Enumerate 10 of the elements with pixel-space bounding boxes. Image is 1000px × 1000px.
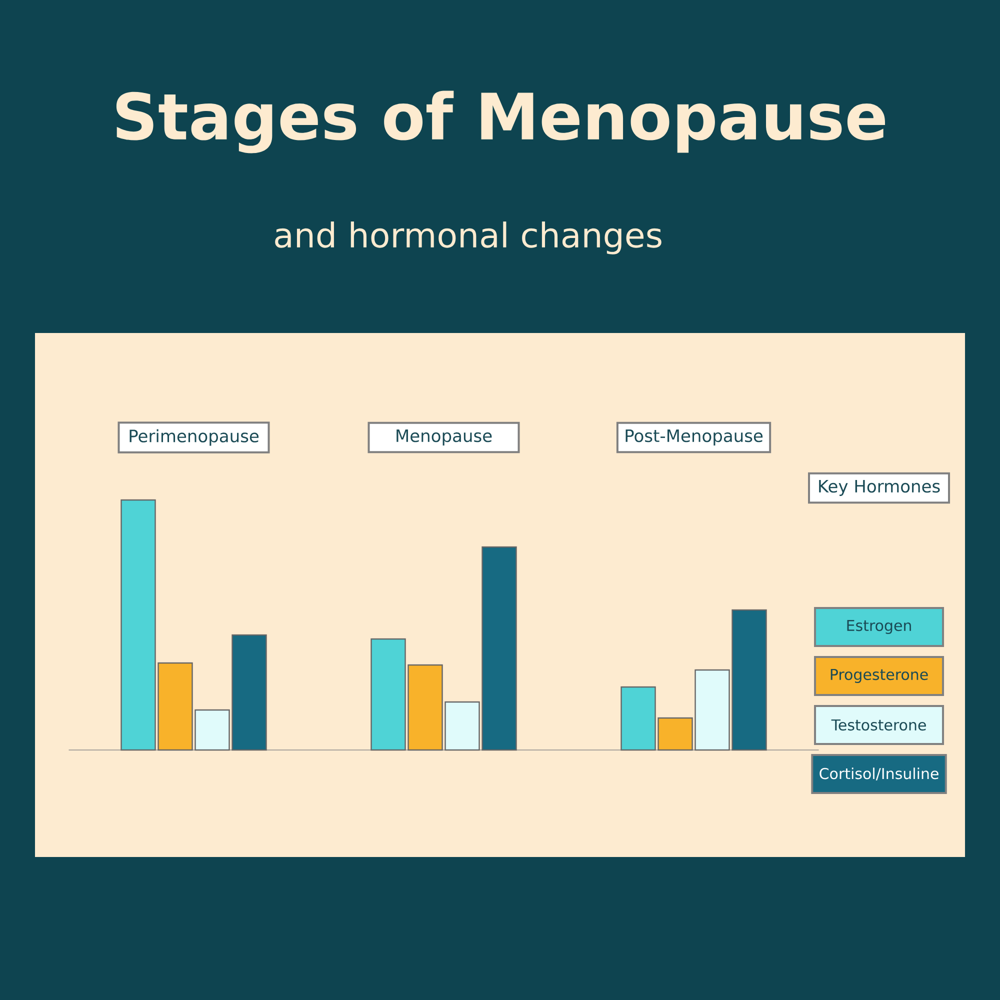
text: Progesterone (830, 668, 928, 684)
text: Testosterone (831, 719, 926, 731)
x-tick-label: Menopause (396, 430, 492, 446)
x-tick-label: Perimenopause (130, 429, 259, 446)
x-tick-label: Post-Menopause (626, 430, 763, 446)
chart-title: Stages of Menopause (116, 90, 885, 154)
text: Cortisol/Insuline (820, 768, 938, 780)
text: Estrogen (847, 620, 911, 634)
chart-subtitle: and hormonal changes (275, 222, 662, 254)
legend-title: Key Hormones (819, 480, 940, 496)
